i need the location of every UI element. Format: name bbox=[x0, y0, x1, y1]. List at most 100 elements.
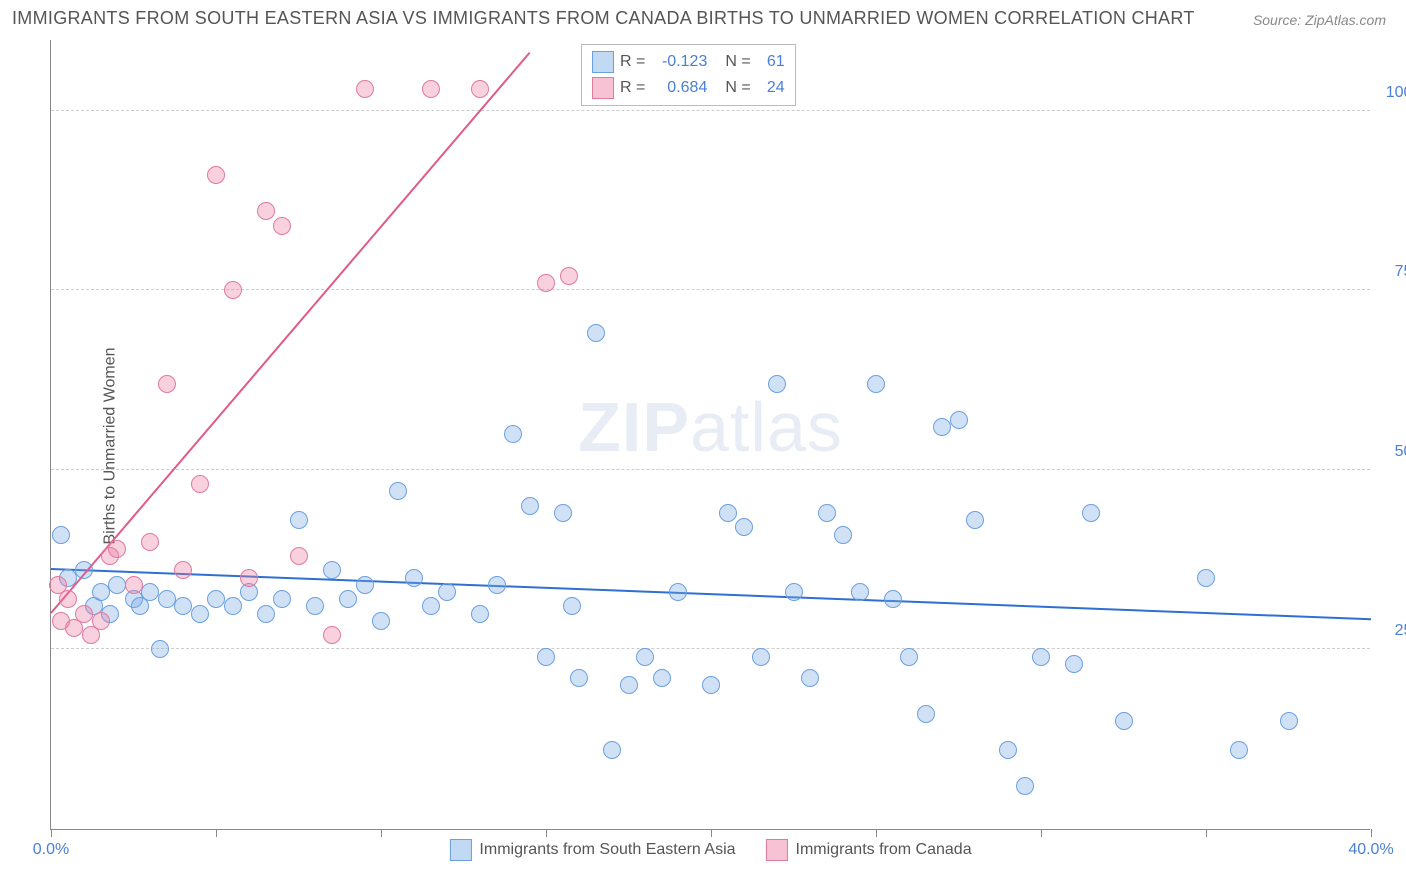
data-point bbox=[1230, 741, 1248, 759]
x-tick-label: 40.0% bbox=[1348, 841, 1393, 859]
data-point bbox=[273, 217, 291, 235]
data-point bbox=[207, 166, 225, 184]
data-point bbox=[834, 526, 852, 544]
data-point bbox=[141, 533, 159, 551]
legend-item: Immigrants from Canada bbox=[766, 839, 972, 861]
data-point bbox=[785, 583, 803, 601]
gridline bbox=[51, 289, 1370, 290]
x-tick bbox=[51, 829, 52, 837]
r-value: 0.684 bbox=[651, 79, 707, 97]
x-tick bbox=[876, 829, 877, 837]
data-point bbox=[174, 597, 192, 615]
legend-stat-row: R = -0.123 N = 61 bbox=[592, 49, 785, 75]
data-point bbox=[471, 605, 489, 623]
data-point bbox=[389, 482, 407, 500]
data-point bbox=[1032, 648, 1050, 666]
data-point bbox=[818, 504, 836, 522]
data-point bbox=[125, 576, 143, 594]
data-point bbox=[1197, 569, 1215, 587]
data-point bbox=[207, 590, 225, 608]
source-label: Source: ZipAtlas.com bbox=[1253, 12, 1386, 28]
data-point bbox=[438, 583, 456, 601]
data-point bbox=[554, 504, 572, 522]
watermark-bold: ZIP bbox=[578, 388, 690, 466]
data-point bbox=[141, 583, 159, 601]
data-point bbox=[52, 526, 70, 544]
data-point bbox=[191, 605, 209, 623]
legend-stat-row: R = 0.684 N = 24 bbox=[592, 75, 785, 101]
data-point bbox=[1065, 655, 1083, 673]
data-point bbox=[1016, 777, 1034, 795]
data-point bbox=[224, 281, 242, 299]
data-point bbox=[1115, 712, 1133, 730]
y-tick-label: 75.0% bbox=[1380, 263, 1406, 281]
data-point bbox=[108, 540, 126, 558]
data-point bbox=[174, 561, 192, 579]
data-point bbox=[752, 648, 770, 666]
x-tick bbox=[711, 829, 712, 837]
gridline bbox=[51, 648, 1370, 649]
x-tick bbox=[1371, 829, 1372, 837]
data-point bbox=[323, 561, 341, 579]
data-point bbox=[867, 375, 885, 393]
data-point bbox=[257, 605, 275, 623]
n-value: 61 bbox=[757, 53, 785, 71]
data-point bbox=[636, 648, 654, 666]
data-point bbox=[224, 597, 242, 615]
r-value: -0.123 bbox=[651, 53, 707, 71]
r-label: R = bbox=[620, 79, 645, 97]
data-point bbox=[884, 590, 902, 608]
y-tick-label: 25.0% bbox=[1380, 622, 1406, 640]
data-point bbox=[560, 267, 578, 285]
data-point bbox=[917, 705, 935, 723]
legend-stats: R = -0.123 N = 61 R = 0.684 N = 24 bbox=[581, 44, 796, 106]
y-tick-label: 100.0% bbox=[1380, 84, 1406, 102]
data-point bbox=[488, 576, 506, 594]
data-point bbox=[521, 497, 539, 515]
y-tick-label: 50.0% bbox=[1380, 443, 1406, 461]
data-point bbox=[158, 590, 176, 608]
data-point bbox=[471, 80, 489, 98]
data-point bbox=[1082, 504, 1100, 522]
x-tick bbox=[216, 829, 217, 837]
data-point bbox=[92, 612, 110, 630]
data-point bbox=[768, 375, 786, 393]
legend-item: Immigrants from South Eastern Asia bbox=[449, 839, 735, 861]
data-point bbox=[356, 80, 374, 98]
data-point bbox=[151, 640, 169, 658]
r-label: R = bbox=[620, 53, 645, 71]
legend-swatch bbox=[592, 77, 614, 99]
watermark: ZIPatlas bbox=[578, 387, 843, 467]
data-point bbox=[735, 518, 753, 536]
n-label: N = bbox=[725, 53, 750, 71]
data-point bbox=[240, 569, 258, 587]
n-label: N = bbox=[725, 79, 750, 97]
legend-label: Immigrants from Canada bbox=[796, 841, 972, 859]
data-point bbox=[59, 590, 77, 608]
data-point bbox=[587, 324, 605, 342]
data-point bbox=[422, 80, 440, 98]
data-point bbox=[702, 676, 720, 694]
data-point bbox=[851, 583, 869, 601]
data-point bbox=[92, 583, 110, 601]
legend-swatch bbox=[592, 51, 614, 73]
data-point bbox=[323, 626, 341, 644]
data-point bbox=[257, 202, 275, 220]
data-point bbox=[537, 274, 555, 292]
data-point bbox=[603, 741, 621, 759]
data-point bbox=[290, 511, 308, 529]
data-point bbox=[273, 590, 291, 608]
data-point bbox=[306, 597, 324, 615]
data-point bbox=[405, 569, 423, 587]
data-point bbox=[158, 375, 176, 393]
n-value: 24 bbox=[757, 79, 785, 97]
watermark-rest: atlas bbox=[690, 388, 843, 466]
legend-label: Immigrants from South Eastern Asia bbox=[479, 841, 735, 859]
data-point bbox=[999, 741, 1017, 759]
x-tick bbox=[1206, 829, 1207, 837]
data-point bbox=[290, 547, 308, 565]
data-point bbox=[372, 612, 390, 630]
data-point bbox=[504, 425, 522, 443]
gridline bbox=[51, 469, 1370, 470]
gridline bbox=[51, 110, 1370, 111]
